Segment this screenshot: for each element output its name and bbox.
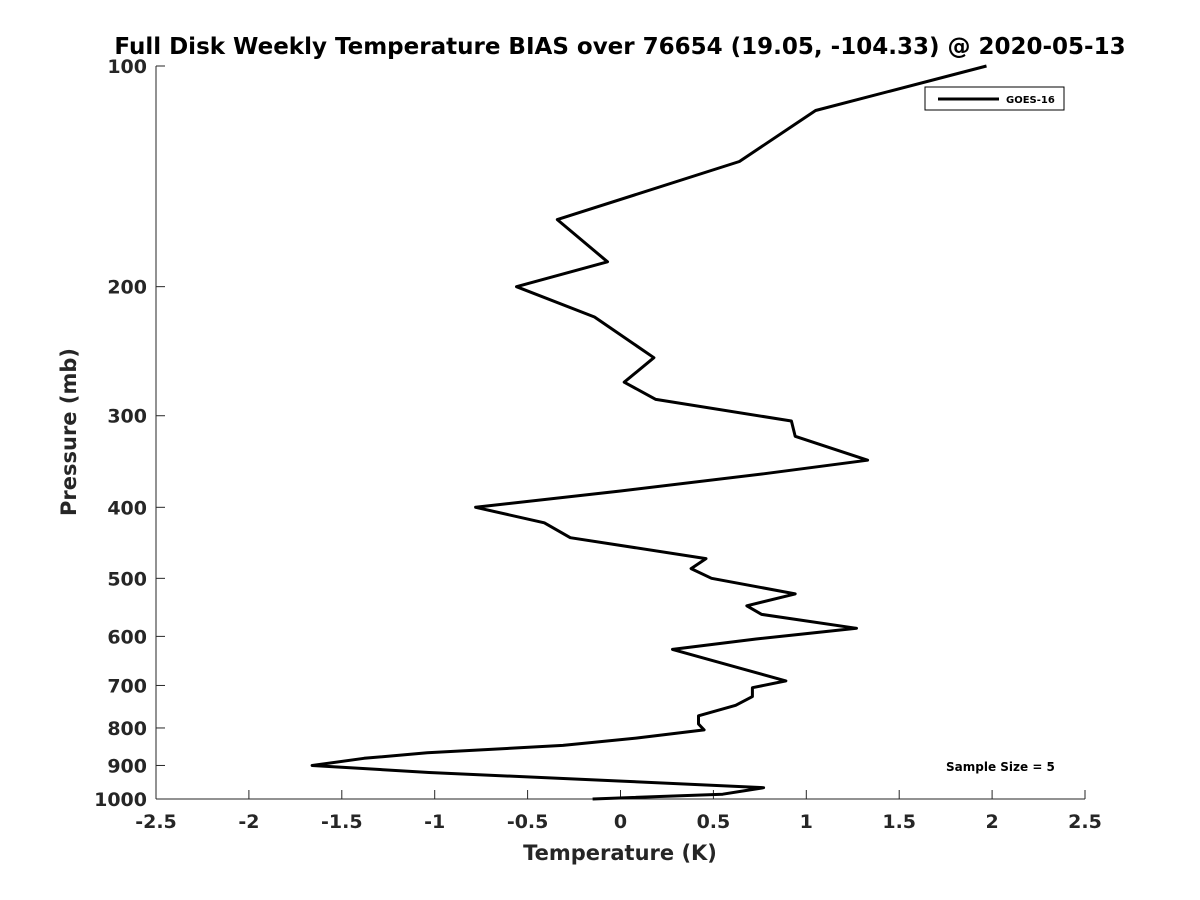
- sample-size-annotation: Sample Size = 5: [946, 760, 1055, 774]
- plot-area: [156, 66, 1085, 799]
- series-line-goes-16: [310, 64, 987, 801]
- x-axis-label: Temperature (K): [523, 841, 717, 865]
- legend: GOES-16: [924, 86, 1065, 111]
- y-tick-label: 900: [107, 755, 147, 777]
- chart-title: Full Disk Weekly Temperature BIAS over 7…: [114, 34, 1125, 60]
- y-tick-label: 100: [107, 56, 147, 78]
- y-tick-label: 600: [107, 626, 147, 648]
- x-tick-label: -1: [424, 811, 445, 833]
- x-tick-label: -0.5: [507, 811, 549, 833]
- y-tick-label: 1000: [94, 789, 147, 811]
- y-tick-label: 500: [107, 568, 147, 590]
- x-axis-ticks: -2.5 -2 -1.5 -1 -0.5 0 0.5 1 1.5 2 2.5: [135, 790, 1102, 833]
- y-tick-label: 300: [107, 406, 147, 428]
- x-tick-label: 0: [614, 811, 627, 833]
- x-tick-label: 0.5: [697, 811, 731, 833]
- legend-label-goes-16: GOES-16: [1006, 95, 1055, 106]
- y-tick-label: 200: [107, 277, 147, 299]
- y-tick-label: 800: [107, 718, 147, 740]
- y-axis-ticks: 100 200 300 400 500 600 700 800 900 1000: [94, 56, 165, 811]
- x-tick-label: 1: [800, 811, 813, 833]
- y-tick-label: 700: [107, 675, 147, 697]
- x-tick-label: 2.5: [1068, 811, 1102, 833]
- x-tick-label: 1.5: [882, 811, 916, 833]
- y-axis-label: Pressure (mb): [57, 348, 81, 516]
- y-tick-label: 400: [107, 497, 147, 519]
- x-tick-label: 2: [985, 811, 998, 833]
- x-tick-label: -1.5: [321, 811, 363, 833]
- x-tick-label: -2: [238, 811, 259, 833]
- x-tick-label: -2.5: [135, 811, 177, 833]
